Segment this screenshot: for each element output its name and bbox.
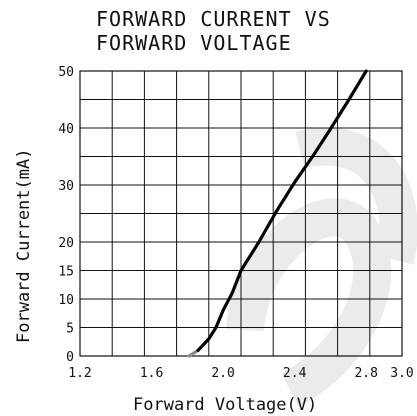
y-tick-label: 10: [58, 293, 74, 308]
chart-title-line-2: FORWARD VOLTAGE: [96, 31, 292, 55]
x-tick-labels: 1.2 1.6 2.0 2.4 2.8 3.0: [68, 366, 413, 381]
y-tick-labels: 0 5 10 15 20 30 40 50: [58, 65, 74, 365]
x-axis-label: Forward Voltage(V): [133, 395, 317, 415]
series-line-knee: [187, 348, 200, 358]
y-tick-label: 5: [66, 322, 74, 337]
plot-frame: [79, 70, 403, 357]
grid: [80, 71, 402, 356]
x-tick-label: 1.6: [140, 366, 163, 381]
series: [187, 69, 368, 358]
x-tick-label: 1.2: [68, 366, 91, 381]
y-tick-label: 40: [58, 122, 74, 137]
watermark: [226, 127, 417, 407]
series-line: [196, 69, 368, 352]
x-tick-label: 2.4: [283, 366, 307, 381]
y-tick-label: 15: [58, 265, 74, 280]
x-tick-label: 2.0: [211, 366, 234, 381]
chart-title-line-1: FORWARD CURRENT VS: [96, 7, 331, 31]
y-tick-label: 30: [58, 179, 74, 194]
x-tick-label: 3.0: [390, 366, 413, 381]
y-tick-label: 20: [58, 236, 74, 251]
y-tick-label: 0: [66, 350, 74, 365]
y-axis-label: Forward Current(mA): [14, 149, 34, 343]
x-tick-label: 2.8: [354, 366, 377, 381]
y-tick-label: 50: [58, 65, 74, 80]
